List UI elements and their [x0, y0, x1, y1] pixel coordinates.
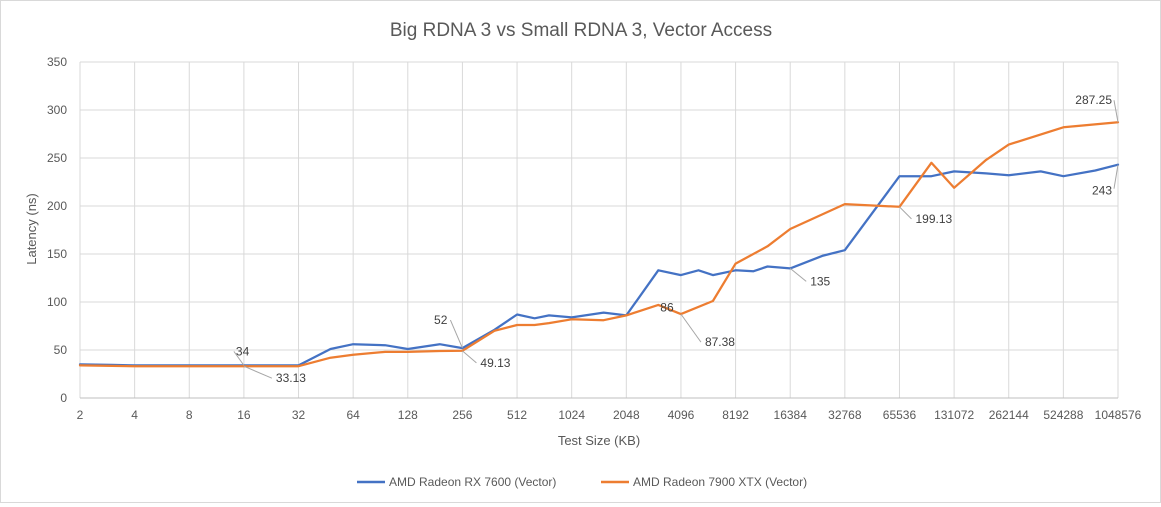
x-tick-label: 128 [398, 408, 418, 422]
data-label: 34 [236, 344, 250, 358]
label-leader-line [1113, 164, 1119, 189]
label-leader-line [789, 268, 807, 282]
data-label: 52 [434, 313, 448, 327]
data-label: 287.25 [1075, 93, 1112, 107]
legend-label-xtx7900: AMD Radeon 7900 XTX (Vector) [633, 475, 807, 489]
chart-title: Big RDNA 3 vs Small RDNA 3, Vector Acces… [390, 20, 772, 41]
data-label: 49.13 [480, 356, 510, 370]
y-tick-label: 50 [54, 343, 68, 357]
y-axis-title: Latency (ns) [24, 193, 39, 265]
data-labels: 34 33.13 52 49.13 86 87.38 135 199.13 287.25 243 [233, 93, 1119, 385]
x-tick-label: 524288 [1043, 408, 1083, 422]
y-tick-label: 0 [60, 391, 67, 405]
x-axis-title: Test Size (KB) [558, 433, 640, 448]
x-tick-label: 512 [507, 408, 527, 422]
legend-label-rx7600: AMD Radeon RX 7600 (Vector) [389, 475, 556, 489]
x-tick-label: 8 [186, 408, 193, 422]
gridlines [79, 61, 1119, 398]
series-line-rx7600 [78, 163, 1120, 367]
x-tick-label: 262144 [989, 408, 1029, 422]
data-label: 87.38 [705, 335, 735, 349]
x-tick-label: 1024 [558, 408, 585, 422]
data-label: 135 [810, 274, 830, 288]
series-line-xtx7900 [78, 121, 1120, 368]
x-tick-label: 8192 [722, 408, 749, 422]
x-tick-label: 16 [237, 408, 251, 422]
label-leader-line [1113, 100, 1119, 123]
x-tick-label: 256 [452, 408, 472, 422]
data-label: 243 [1092, 184, 1112, 198]
label-leader-line [449, 319, 463, 349]
y-tick-label: 200 [47, 199, 67, 213]
x-tick-label: 32 [292, 408, 306, 422]
x-tick-label: 4 [131, 408, 138, 422]
y-tick-label: 300 [47, 103, 67, 117]
label-leader-line [899, 206, 912, 220]
x-tick-label: 32768 [828, 408, 862, 422]
x-tick-label: 131072 [934, 408, 974, 422]
label-leader-line [680, 313, 702, 343]
data-label: 33.13 [276, 371, 306, 385]
data-series [78, 121, 1120, 368]
y-tick-label: 250 [47, 151, 67, 165]
y-tick-label: 100 [47, 295, 67, 309]
label-leader-line [462, 350, 477, 364]
label-leader-line [233, 351, 245, 366]
y-axis-ticks: 0 50 100 150 200 250 300 350 [47, 55, 67, 405]
x-tick-label: 16384 [774, 408, 808, 422]
data-label: 86 [660, 300, 674, 314]
x-tick-label: 2048 [613, 408, 640, 422]
x-tick-label: 64 [346, 408, 360, 422]
y-tick-label: 350 [47, 55, 67, 69]
y-tick-label: 150 [47, 247, 67, 261]
data-label: 199.13 [915, 212, 952, 226]
x-tick-label: 4096 [668, 408, 695, 422]
label-leader-line [243, 365, 273, 379]
x-tick-label: 65536 [883, 408, 917, 422]
legend: AMD Radeon RX 7600 (Vector) AMD Radeon 79… [357, 475, 807, 489]
x-axis-ticks: 2 4 8 16 32 64 128 256 512 1024 2048 4096 8192 16384 3… [77, 408, 1142, 422]
x-tick-label: 1048576 [1095, 408, 1142, 422]
x-tick-label: 2 [77, 408, 84, 422]
